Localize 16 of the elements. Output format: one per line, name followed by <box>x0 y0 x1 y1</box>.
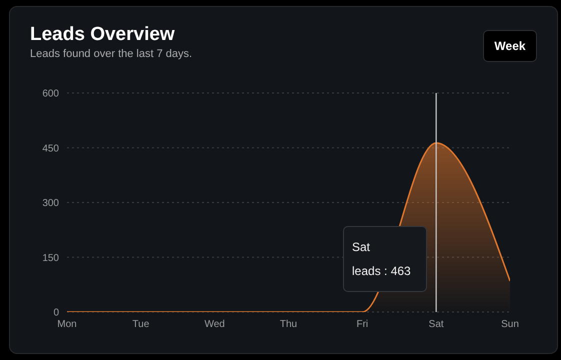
x-tick-label: Sun <box>501 319 519 330</box>
chart-title: Leads Overview <box>30 24 175 46</box>
x-tick-label: Wed <box>204 319 225 330</box>
x-tick-label: Sat <box>428 319 444 330</box>
x-tick-label: Fri <box>356 319 368 330</box>
y-tick-label: 600 <box>42 88 60 100</box>
y-tick-label: 450 <box>42 143 60 154</box>
x-tick-label: Tue <box>132 319 150 330</box>
x-tick-label: Mon <box>57 319 77 330</box>
chart-subtitle: Leads found over the last 7 days. <box>30 48 192 60</box>
annotation: Sat leads : 463 <box>352 239 412 280</box>
text: Week <box>483 30 537 62</box>
y-tick-label: 150 <box>42 252 60 264</box>
x-tick-label: Thu <box>280 319 298 330</box>
y-tick-label: 0 <box>53 308 60 319</box>
y-tick-label: 300 <box>42 198 60 210</box>
